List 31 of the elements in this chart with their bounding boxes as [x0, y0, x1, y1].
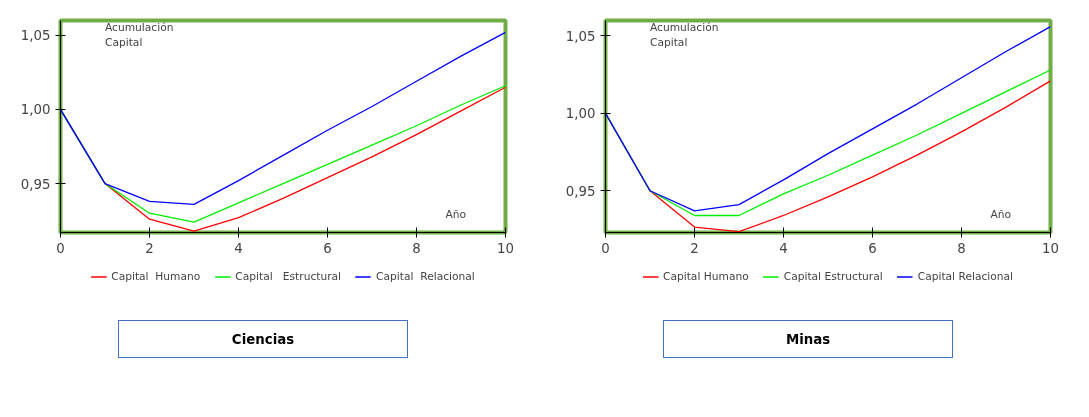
x-tick-label: 6 [323, 240, 332, 256]
x-tick-label: 8 [412, 240, 421, 256]
x-tick-label: 6 [868, 240, 877, 256]
x-tick-label: 4 [234, 240, 243, 256]
x-tick-label: 10 [1042, 240, 1059, 256]
text: Minas [785, 331, 831, 349]
x-tick-label: 8 [957, 240, 966, 256]
x-tick-label: 10 [497, 240, 514, 256]
text: Ciencias [231, 331, 295, 349]
legend-label: Capital Humano [111, 269, 201, 283]
x-axis-title: Año [990, 207, 1012, 221]
x-tick-label: 0 [56, 240, 65, 256]
line-series [60, 31, 506, 205]
legend-label: Capital Relacional [376, 269, 475, 283]
y-tick-label: 0,95 [20, 176, 51, 192]
y-tick-label: 1,00 [20, 102, 51, 118]
x-tick-label: 0 [601, 240, 610, 256]
y-tick-label: 1,05 [565, 28, 596, 44]
y-axis-title: Acumulación Capital [650, 20, 719, 50]
legend-label: Capital Relacional [917, 269, 1014, 283]
y-tick-label: 1,00 [565, 106, 596, 122]
legend-label: Capital Humano [662, 269, 749, 283]
x-tick-label: 2 [690, 240, 699, 256]
y-axis-title: Acumulación Capital [105, 20, 174, 50]
x-tick-label: 2 [145, 240, 154, 256]
x-axis-title: Año [445, 207, 467, 221]
x-tick-label: 4 [779, 240, 788, 256]
legend-label: Capital Estructural [235, 269, 342, 283]
y-tick-label: 1,05 [20, 28, 51, 44]
y-tick-label: 0,95 [565, 183, 596, 199]
legend-label: Capital Estructural [783, 269, 883, 283]
